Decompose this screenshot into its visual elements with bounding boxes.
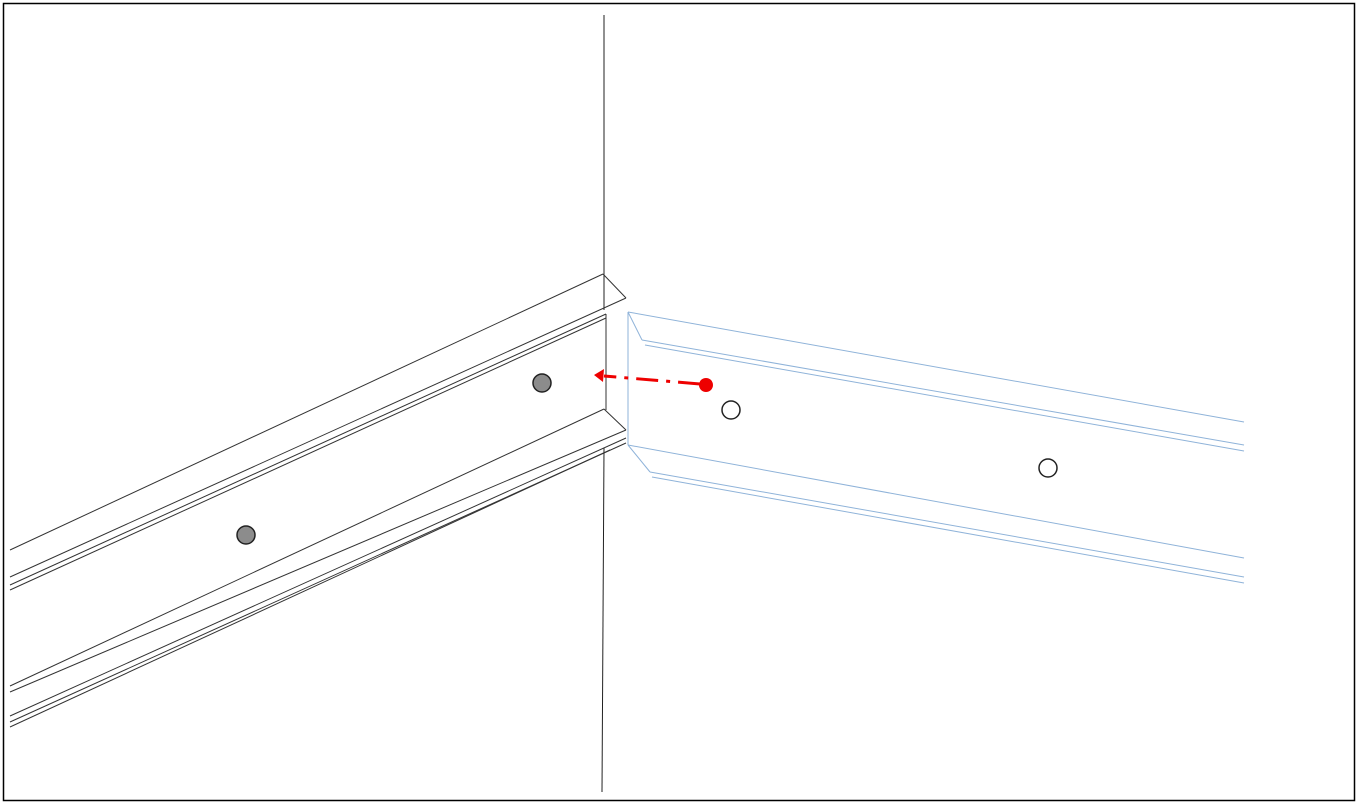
rail-edge	[627, 311, 1245, 423]
rail-edge	[627, 444, 651, 473]
rail-edge	[649, 471, 1245, 578]
corner-line	[601, 447, 605, 793]
rail-edge	[641, 339, 1245, 446]
rail-edge	[9, 273, 604, 551]
move-arrow	[594, 369, 713, 392]
rail-edge	[602, 273, 627, 299]
arrow-line	[603, 374, 701, 386]
left-rail	[9, 273, 627, 728]
rail-edge	[9, 408, 605, 687]
hole-open	[721, 400, 741, 420]
rail-edge	[603, 408, 627, 431]
rail-edge	[651, 476, 1245, 584]
rail-edge	[9, 437, 627, 717]
rail-edge	[9, 429, 627, 693]
arrow-origin	[699, 378, 713, 392]
arrow-head	[594, 369, 604, 382]
hole-open	[1038, 458, 1058, 478]
rail-edge	[644, 344, 1245, 452]
rail-edge	[9, 313, 607, 586]
rail-edge	[9, 297, 627, 578]
hole-filled	[532, 373, 552, 393]
rail-edge	[9, 317, 607, 591]
right-rail	[627, 311, 1245, 584]
rail-edge	[627, 311, 643, 341]
wall-corner	[601, 15, 605, 793]
hole-filled	[236, 525, 256, 545]
rail-edge	[627, 444, 1245, 559]
rail-edge	[9, 449, 611, 728]
